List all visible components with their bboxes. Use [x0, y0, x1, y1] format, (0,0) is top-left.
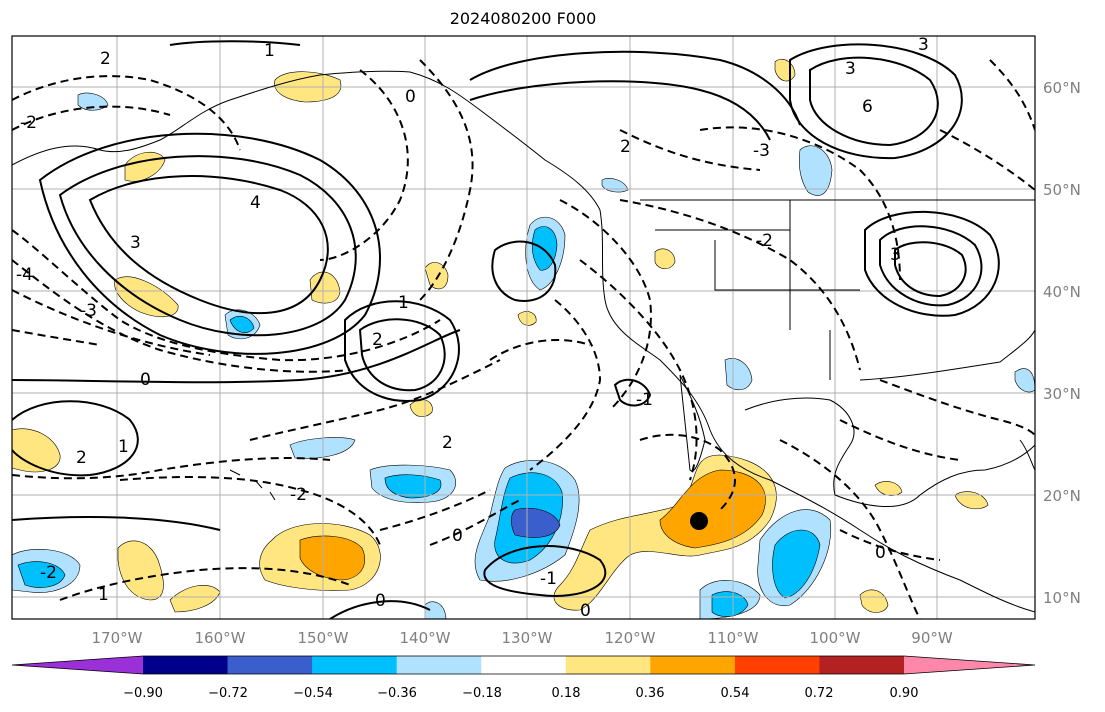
- colorbar-tick-label: 0.90: [890, 686, 919, 701]
- colorbar-tick-label: −0.90: [123, 686, 163, 701]
- colorbar-segment: [734, 656, 820, 674]
- colorbar-segment: [650, 656, 736, 674]
- lon-label: 90°W: [911, 629, 953, 647]
- lon-label: 160°W: [195, 629, 246, 647]
- contour-label: -2: [40, 563, 57, 583]
- contour-label: 0: [875, 543, 886, 563]
- contour-label: 0: [405, 87, 416, 107]
- colorbar-extend-max: [904, 656, 1035, 674]
- contour-label: 0: [452, 526, 463, 546]
- contour-label: -2: [290, 485, 307, 505]
- map-title: 2024080200 F000: [449, 9, 597, 28]
- lat-label: 20°N: [1043, 487, 1081, 505]
- colorbar-tick-label: 0.18: [552, 686, 581, 701]
- contour-label: -1: [540, 569, 557, 589]
- contour-label: 1: [264, 41, 275, 61]
- contour-label: 3: [845, 59, 856, 79]
- contour-label: -4: [16, 265, 33, 285]
- colorbar-tick-label: 0.36: [636, 686, 665, 701]
- contour-label: 1: [98, 585, 109, 605]
- coastlines: [12, 70, 1035, 613]
- lat-label: 60°N: [1043, 79, 1081, 97]
- lat-label: 40°N: [1043, 283, 1081, 301]
- colorbar-segment: [819, 656, 905, 674]
- colorbar-tick-label: −0.36: [377, 686, 417, 701]
- lat-label: 10°N: [1043, 589, 1081, 607]
- solid-contours: [12, 40, 1000, 619]
- lat-label: 50°N: [1043, 181, 1081, 199]
- lon-label: 100°W: [810, 629, 861, 647]
- colorbar-segment: [565, 656, 651, 674]
- contour-label: 2: [76, 448, 87, 468]
- colorbar-tick-label: 0.72: [805, 686, 834, 701]
- map-frame: [11, 35, 1036, 620]
- contour-label: -2: [756, 231, 773, 251]
- contour-label: -1: [636, 390, 653, 410]
- longitude-labels: 170°W 160°W 150°W 140°W 130°W 120°W 110°…: [92, 629, 953, 647]
- contour-label: -3: [753, 141, 770, 161]
- contour-label: 1: [398, 293, 409, 313]
- lon-label: 120°W: [605, 629, 656, 647]
- contour-label: 2: [100, 49, 111, 69]
- contour-label: 3: [130, 233, 141, 253]
- colorbar-segment: [312, 656, 398, 674]
- contour-label: 1: [118, 437, 129, 457]
- contour-label: 2: [372, 330, 383, 350]
- storm-center-marker: [690, 512, 708, 530]
- contour-label: 0: [580, 601, 591, 621]
- colorbar-tick-label: −0.18: [462, 686, 502, 701]
- colorbar-segment: [481, 656, 567, 674]
- contour-label: 3: [890, 245, 901, 265]
- lat-label: 30°N: [1043, 385, 1081, 403]
- colorbar: [11, 655, 1036, 675]
- colorbar-tick-label: 0.54: [721, 686, 750, 701]
- colorbar-segment: [227, 656, 313, 674]
- contour-label: 0: [375, 591, 386, 611]
- lon-label: 140°W: [400, 629, 451, 647]
- contour-label: 0: [140, 370, 151, 390]
- colorbar-extend-min: [12, 656, 143, 674]
- contour-label: -3: [80, 301, 97, 321]
- lon-label: 130°W: [502, 629, 553, 647]
- lon-label: 150°W: [298, 629, 349, 647]
- colorbar-tick-label: −0.54: [293, 686, 333, 701]
- contour-label: 2: [442, 433, 453, 453]
- latitude-labels: 60°N 50°N 40°N 30°N 20°N 10°N: [1043, 79, 1081, 607]
- colorbar-tick-labels: −0.90 −0.72 −0.54 −0.36 −0.18 0.18 0.36 …: [123, 686, 918, 701]
- colorbar-segment: [143, 656, 229, 674]
- lon-label: 170°W: [92, 629, 143, 647]
- colorbar-outline: [11, 655, 1036, 675]
- contour-labels: 2 1 0 -1 -2 -3 -4 3 4 2 1 0 6 3 2 3 -3 2…: [16, 35, 929, 621]
- contour-label: 6: [862, 97, 873, 117]
- dashed-contours: [12, 59, 1035, 619]
- contour-label: -2: [20, 113, 37, 133]
- lon-label: 110°W: [708, 629, 759, 647]
- contour-label: 3: [918, 35, 929, 55]
- contour-label: 2: [620, 137, 631, 157]
- colorbar-segment: [396, 656, 482, 674]
- contour-label: 4: [250, 193, 261, 213]
- colorbar-tick-label: −0.72: [208, 686, 248, 701]
